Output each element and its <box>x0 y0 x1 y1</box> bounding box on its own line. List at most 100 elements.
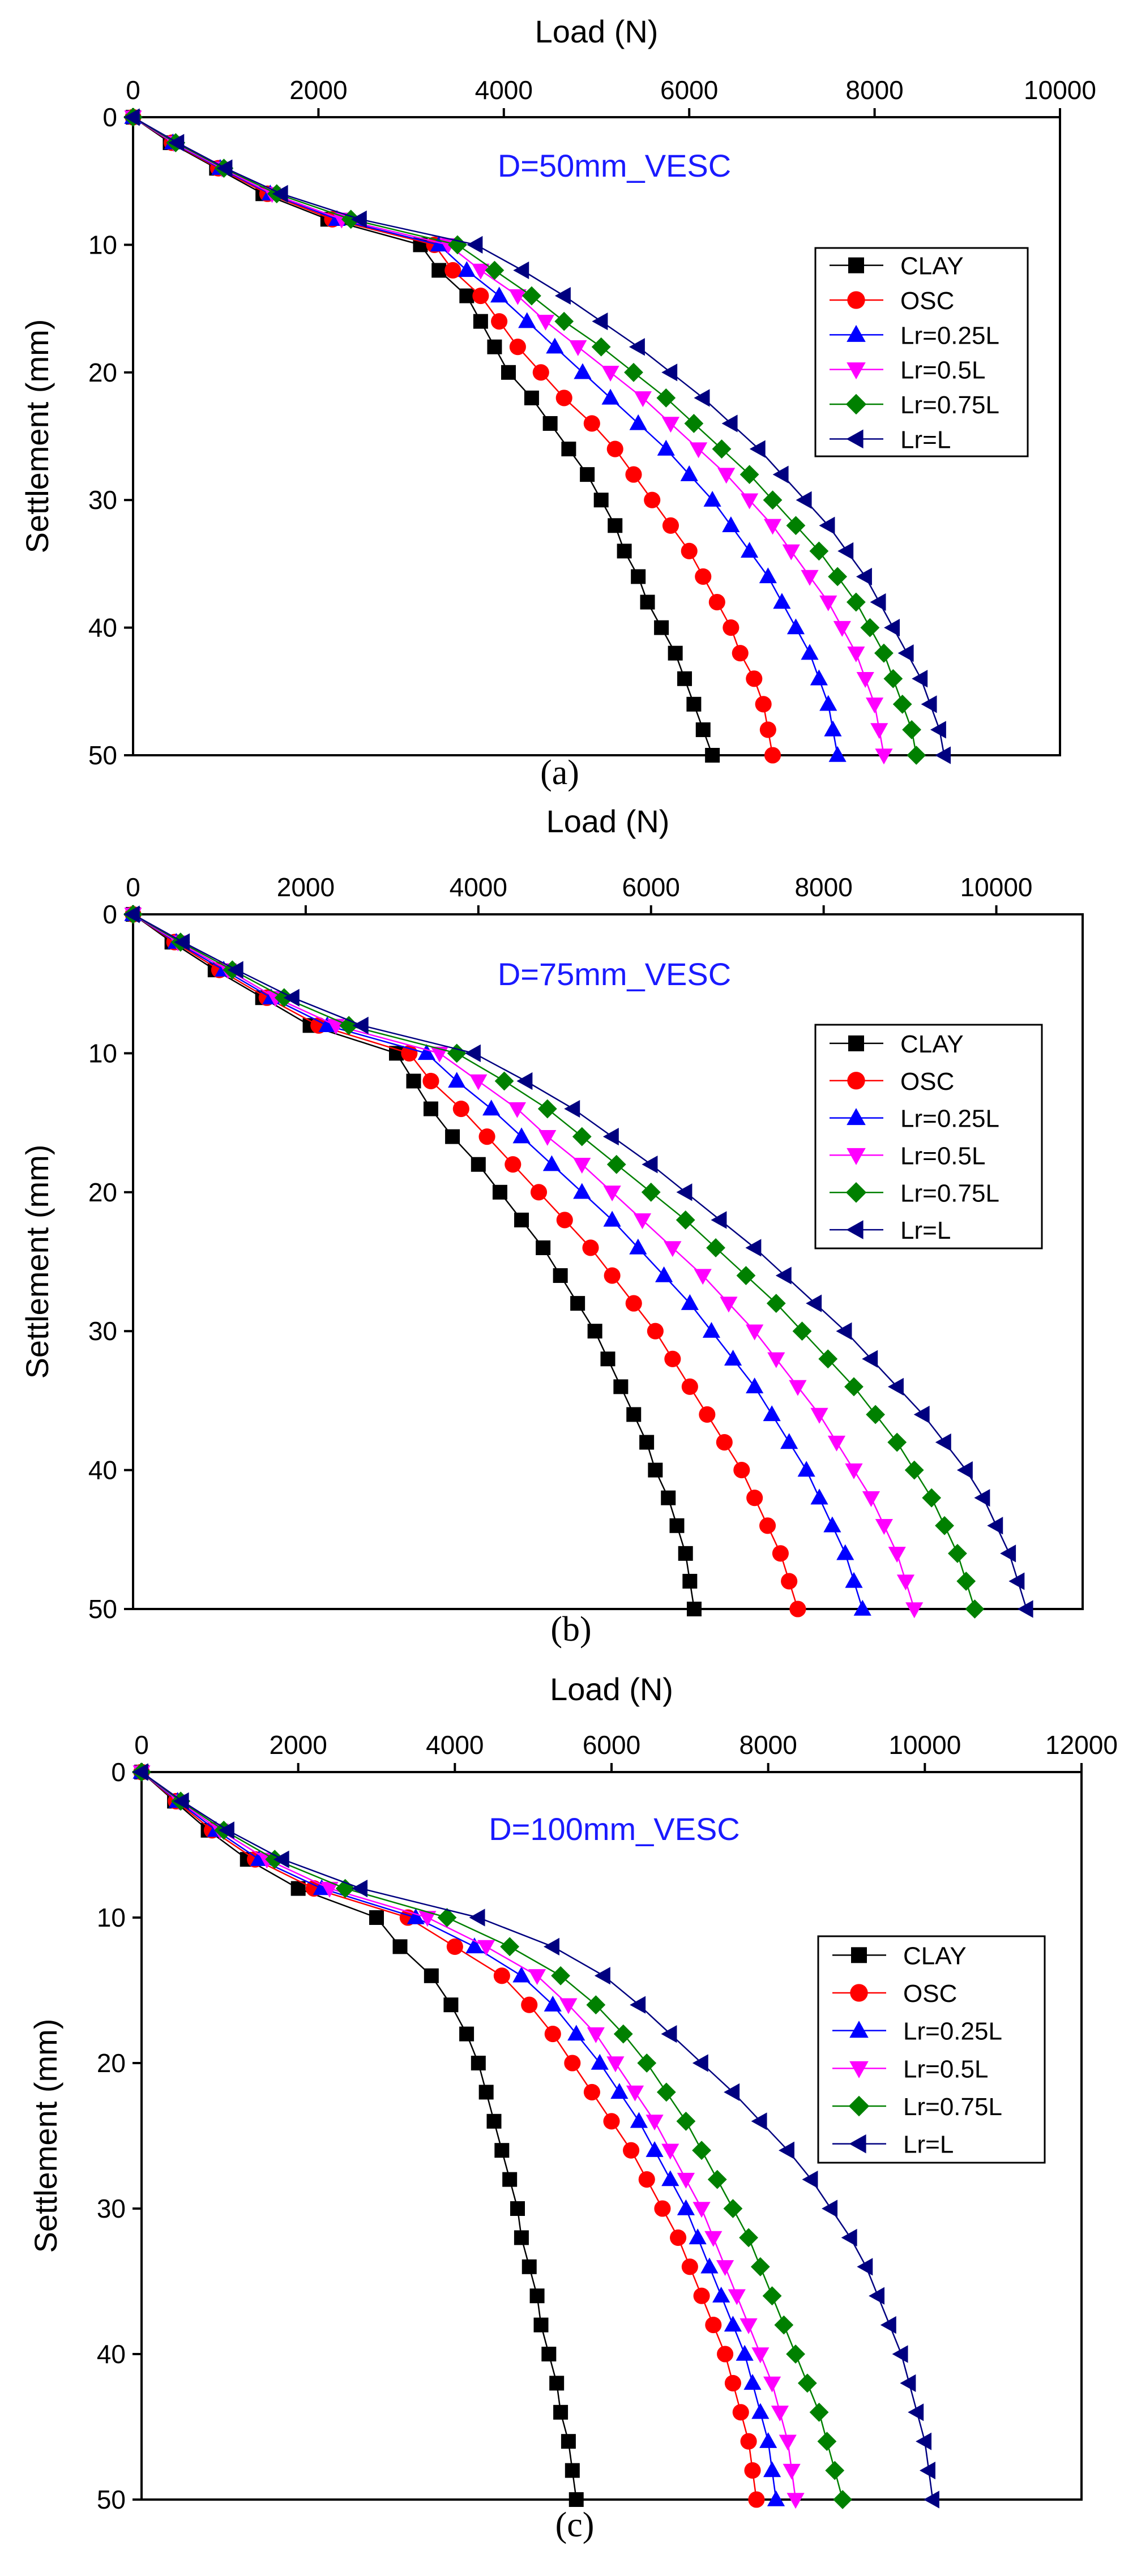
data-point <box>1017 1600 1033 1618</box>
series-Lr=0.75L <box>132 1762 852 2509</box>
series-line <box>132 913 915 1610</box>
y-tick-label: 20 <box>88 358 117 387</box>
data-point <box>617 544 632 559</box>
data-point <box>684 414 704 433</box>
data-point <box>705 2317 722 2334</box>
data-point <box>661 2170 679 2186</box>
data-point <box>907 746 926 765</box>
data-point <box>556 1212 573 1229</box>
legend-marker <box>849 2134 866 2154</box>
data-point <box>759 567 777 584</box>
data-point <box>538 1129 557 1146</box>
legend-label: Lr=0.75L <box>900 391 999 419</box>
data-point <box>492 1184 507 1200</box>
legend-marker <box>847 291 865 309</box>
data-point <box>750 2257 770 2277</box>
data-point <box>478 2085 494 2100</box>
x-tick-label: 10000 <box>1024 75 1096 105</box>
y-axis-label: Settlement (mm) <box>19 1145 55 1379</box>
data-point <box>572 1127 592 1146</box>
data-point <box>740 465 759 485</box>
data-point <box>661 417 680 433</box>
data-point <box>573 1183 591 1199</box>
series-CLAY <box>126 110 720 763</box>
data-point <box>491 313 508 330</box>
data-point <box>602 1128 619 1146</box>
data-point <box>721 414 738 433</box>
data-point <box>786 2344 805 2364</box>
data-point <box>494 2143 510 2158</box>
legend-marker <box>847 1108 866 1126</box>
data-point <box>422 1072 439 1090</box>
data-point <box>510 2201 525 2216</box>
x-tick-label: 2000 <box>289 75 347 105</box>
data-point <box>746 1377 764 1394</box>
data-point <box>642 1156 658 1174</box>
data-point <box>341 209 361 229</box>
data-point <box>318 1016 336 1033</box>
data-point <box>801 644 819 660</box>
data-point <box>762 2286 782 2306</box>
data-point <box>711 1211 727 1229</box>
data-point <box>787 2493 805 2509</box>
legend-label: Lr=L <box>903 2131 954 2159</box>
data-point <box>912 670 928 688</box>
data-point <box>465 1937 484 1954</box>
data-point <box>736 1266 756 1285</box>
data-point <box>513 261 529 280</box>
data-point <box>561 442 576 457</box>
data-point <box>630 2112 648 2128</box>
data-point <box>819 695 837 711</box>
data-point <box>874 643 894 663</box>
data-point <box>661 1490 676 1505</box>
data-point <box>801 570 819 586</box>
data-point <box>827 1435 846 1452</box>
legend-label: Lr=0.5L <box>900 357 985 384</box>
data-point <box>591 337 611 357</box>
data-point <box>482 1099 501 1116</box>
data-point <box>870 593 886 611</box>
data-point <box>676 2111 696 2131</box>
x-tick-label: 6000 <box>622 872 680 902</box>
legend-box <box>817 1935 1046 2164</box>
x-tick-label: 4000 <box>450 872 507 902</box>
data-point <box>956 1461 973 1479</box>
data-point <box>644 491 661 508</box>
data-point <box>897 644 914 662</box>
data-point <box>743 2374 762 2390</box>
data-point <box>542 1155 561 1171</box>
data-point <box>680 465 698 481</box>
data-point <box>884 619 900 637</box>
data-point <box>845 1463 863 1479</box>
data-point <box>792 1321 812 1341</box>
x-tick-label: 8000 <box>739 1730 797 1760</box>
data-point <box>705 748 720 763</box>
data-point <box>681 1378 698 1395</box>
data-point <box>601 366 619 382</box>
x-axis-label: Load (N) <box>546 803 670 839</box>
data-point <box>922 1488 942 1508</box>
data-point <box>689 2228 707 2245</box>
data-point <box>583 415 600 432</box>
data-point <box>772 465 789 483</box>
data-point <box>508 289 527 305</box>
data-point <box>755 696 772 713</box>
legend-box <box>814 247 1029 457</box>
data-point <box>600 1351 615 1367</box>
legend-marker <box>845 1182 867 1203</box>
data-point <box>724 2316 742 2332</box>
data-point <box>656 2082 676 2102</box>
data-point <box>751 2112 767 2130</box>
data-point <box>546 337 564 354</box>
data-point <box>853 1599 871 1616</box>
data-point <box>676 1210 695 1230</box>
data-point <box>847 646 865 662</box>
data-point <box>837 542 854 560</box>
data-point <box>677 2199 695 2215</box>
data-point <box>518 312 536 328</box>
data-point <box>923 2491 939 2509</box>
data-point <box>689 442 708 459</box>
data-point <box>717 468 736 484</box>
data-point <box>591 2053 609 2070</box>
data-point <box>956 1572 976 1591</box>
